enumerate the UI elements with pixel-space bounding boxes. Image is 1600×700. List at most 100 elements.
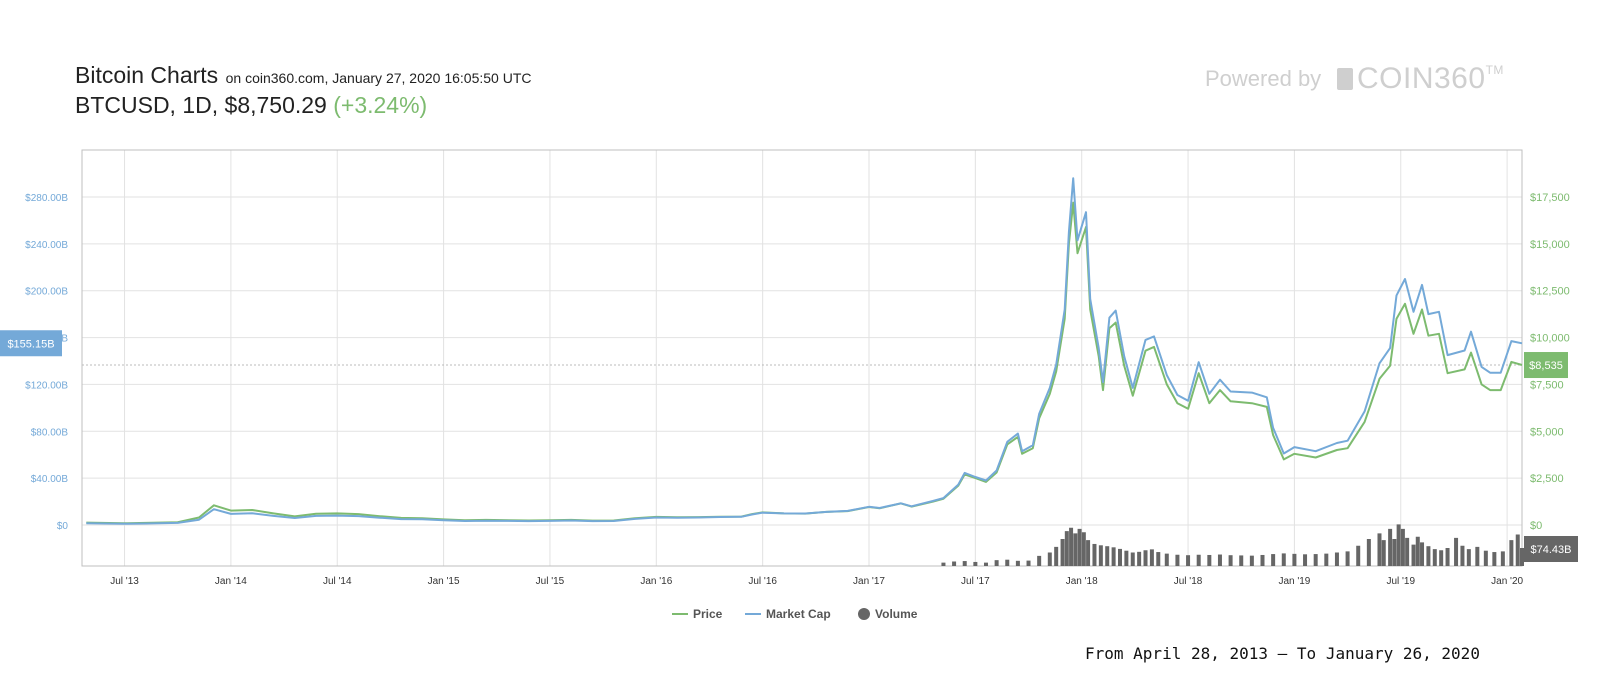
- volume-bar: [1196, 554, 1201, 566]
- volume-bar: [1047, 552, 1052, 566]
- x-tick-label: Jan '16: [640, 576, 672, 587]
- date-range-note: From April 28, 2013 – To January 26, 202…: [1085, 644, 1480, 663]
- x-tick-label: Jan '14: [215, 576, 247, 587]
- market-cap-marker: [0, 330, 62, 357]
- volume-bar: [1073, 533, 1078, 566]
- volume-bar: [994, 560, 999, 566]
- logo-text: COIN360: [1357, 62, 1486, 95]
- legend-label[interactable]: Volume: [875, 607, 918, 621]
- volume-bar: [941, 562, 946, 566]
- volume-bar: [1143, 550, 1148, 566]
- right-tick-label: $12,500: [1530, 286, 1570, 298]
- x-tick-label: Jul '13: [110, 576, 139, 587]
- volume-bar: [1175, 554, 1180, 566]
- volume-bar: [1098, 545, 1103, 566]
- volume-bar: [1303, 554, 1308, 566]
- left-tick-label: $80.00B: [31, 427, 69, 438]
- price-line: [86, 201, 1523, 525]
- volume-marker-label: $74.43B: [1531, 544, 1572, 556]
- market-cap-marker-label: $155.15B: [7, 338, 54, 350]
- volume-bar: [1356, 545, 1361, 566]
- x-tick-label: Jan '19: [1278, 576, 1310, 587]
- left-axis: $0$40.00B$80.00B$120.00B$160.00B$200.00B…: [25, 193, 68, 532]
- volume-bar: [1509, 540, 1514, 566]
- volume-bar: [1345, 551, 1350, 566]
- chart-header: Bitcoin Charts on coin360.com, January 2…: [75, 62, 532, 89]
- volume-bar: [1483, 550, 1488, 566]
- x-axis: Jul '13 Jan '14 Jul '14 Jan '15 Jul '15 Jan '…: [110, 576, 1523, 587]
- volume-series: [941, 524, 1524, 566]
- powered-by-label: Powered by: [1205, 66, 1322, 91]
- right-tick-label: $2,500: [1530, 473, 1564, 485]
- volume-bar: [1015, 560, 1020, 566]
- volume-bar: [1388, 528, 1393, 566]
- volume-bar: [1149, 549, 1154, 566]
- x-tick-label: Jul '15: [536, 576, 565, 587]
- legend-label[interactable]: Price: [693, 607, 723, 621]
- price-marker: [1524, 352, 1568, 379]
- left-tick-label: $120.00B: [25, 380, 68, 391]
- legend-swatch: [858, 608, 870, 620]
- right-axis: $0 $2,500 $5,000 $7,500 $10,000 $12,500 $15,00…: [1530, 192, 1570, 532]
- volume-bar: [1026, 560, 1031, 566]
- volume-bar: [1117, 548, 1122, 566]
- chart-subtitle: on coin360.com, January 27, 2020 16:05:5…: [225, 70, 532, 86]
- volume-bar: [1313, 554, 1318, 566]
- volume-bar: [1137, 551, 1142, 566]
- volume-bar: [1239, 555, 1244, 566]
- volume-bar: [1077, 528, 1082, 566]
- left-tick-label: $240.00B: [25, 240, 68, 251]
- volume-bar: [1411, 544, 1416, 566]
- volume-bar: [1334, 552, 1339, 566]
- x-tick-label: Jul '16: [748, 576, 777, 587]
- market-cap-line: [86, 177, 1523, 525]
- volume-bar: [1415, 536, 1420, 566]
- right-tick-label: $5,000: [1530, 426, 1564, 438]
- left-tick-label: $280.00B: [25, 193, 68, 204]
- volume-bar: [1420, 542, 1425, 566]
- volume-bar: [952, 561, 957, 566]
- volume-bar: [1366, 539, 1371, 566]
- volume-bar: [1515, 534, 1520, 566]
- x-tick-label: Jul '14: [323, 576, 352, 587]
- volume-bar: [1405, 537, 1410, 566]
- right-tick-label: $7,500: [1530, 379, 1564, 391]
- legend-label[interactable]: Market Cap: [766, 607, 831, 621]
- volume-bar: [1492, 552, 1497, 566]
- volume-bar: [1249, 555, 1254, 566]
- volume-bar: [1217, 554, 1222, 566]
- volume-bar: [1037, 555, 1042, 566]
- volume-bar: [1432, 549, 1437, 566]
- left-tick-label: $40.00B: [31, 474, 69, 485]
- volume-bar: [1064, 531, 1069, 566]
- pair-row: BTCUSD, 1D, $8,750.29 (+3.24%): [75, 92, 427, 119]
- logo-trademark: TM: [1485, 63, 1504, 77]
- volume-bar: [1454, 537, 1459, 566]
- volume-bar: [1396, 524, 1401, 566]
- x-tick-label: Jul '18: [1174, 576, 1203, 587]
- chart-title: Bitcoin Charts: [75, 62, 219, 88]
- right-tick-label: $10,000: [1530, 333, 1570, 345]
- coin360-logo[interactable]: COIN360TM: [1337, 62, 1504, 96]
- volume-bar: [1292, 553, 1297, 566]
- volume-bar: [962, 561, 967, 566]
- left-tick-label: $0: [57, 521, 69, 532]
- right-tick-label: $15,000: [1530, 239, 1570, 251]
- pair-price: BTCUSD, 1D, $8,750.29: [75, 92, 327, 118]
- volume-bar: [1130, 552, 1135, 566]
- volume-bar: [1005, 559, 1010, 566]
- x-tick-label: Jul '19: [1386, 576, 1415, 587]
- price-change: (+3.24%): [333, 92, 428, 118]
- volume-bar: [1281, 553, 1286, 566]
- volume-bar: [1466, 549, 1471, 566]
- left-tick-label: $200.00B: [25, 287, 68, 298]
- chart-grid: [82, 150, 1522, 566]
- volume-bar: [1260, 554, 1265, 566]
- line-series: [86, 177, 1523, 525]
- volume-bar: [1105, 546, 1110, 566]
- volume-bar: [1400, 528, 1405, 566]
- volume-bar: [1086, 540, 1091, 566]
- volume-bar: [1124, 550, 1129, 566]
- volume-bar: [1460, 545, 1465, 566]
